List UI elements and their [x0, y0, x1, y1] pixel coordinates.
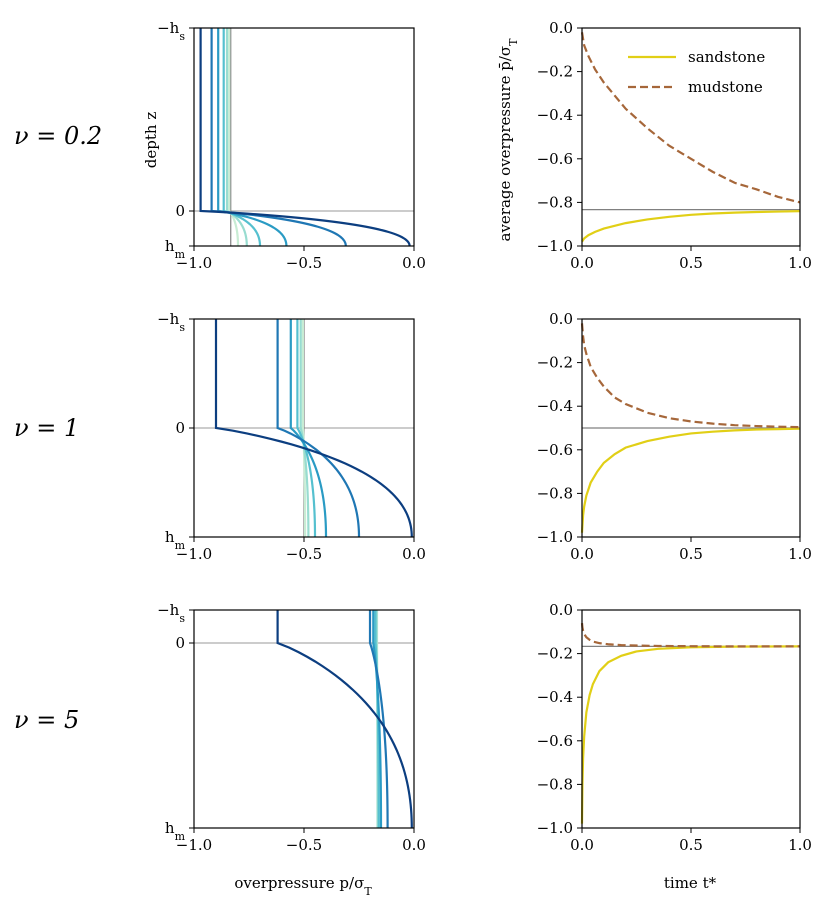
y-tick-label: −hs	[157, 310, 185, 334]
profile-panel-row-2: −1.0 −0.5 0.0 −hs 0 hm	[157, 310, 426, 563]
sandstone-average-line	[580, 427, 801, 533]
x-tick-label: −0.5	[286, 836, 322, 854]
y-tick-label: −hs	[157, 601, 185, 625]
x-tick-label: −1.0	[176, 254, 212, 272]
sandstone-average-line	[581, 210, 801, 243]
y-tick-label: −0.8	[537, 484, 573, 502]
profile-line-t3	[289, 319, 328, 538]
x-tick-label: 0.0	[570, 254, 594, 272]
average-overpressure-axis-label: average overpressure p̄/σT	[496, 38, 520, 242]
profile-line-t1	[199, 28, 411, 247]
y-tick-label: −0.6	[537, 732, 573, 750]
x-tick-label: −1.0	[176, 545, 212, 563]
y-tick-label: −0.4	[537, 106, 573, 124]
x-tick-label: −1.0	[176, 836, 212, 854]
x-tick-label: 0.0	[402, 545, 426, 563]
average-panel-row-3: 0.0 0.5 1.0 0.0 −0.2 −0.4 −0.6 −0.8 −1.0	[537, 601, 812, 854]
y-tick-label: −1.0	[537, 237, 573, 255]
row-3: −1.0 −0.5 0.0 −hs 0 hm 0.0 0.5 1.0 0.0 −0.2 −0.4 −0.…	[157, 601, 812, 854]
average-panel-row-1: 0.0 0.5 1.0 0.0 −0.2 −0.4 −0.6 −0.8 −1.0	[537, 19, 812, 272]
y-tick-label: −0.2	[537, 63, 573, 81]
x-tick-label: −0.5	[286, 254, 322, 272]
row-label-nu-1: ν = 1	[14, 414, 79, 442]
profile-line-t4	[222, 28, 262, 247]
row-2: −1.0 −0.5 0.0 −hs 0 hm 0.0 0.5 1.0 0.0 −0.2 −0.4 −0.…	[157, 310, 812, 563]
mudstone-average-line	[580, 622, 800, 648]
y-tick-label: 0	[175, 634, 185, 652]
x-tick-label: 0.5	[679, 545, 703, 563]
average-panel-row-2: 0.0 0.5 1.0 0.0 −0.2 −0.4 −0.6 −0.8 −1.0	[537, 310, 812, 563]
y-tick-label: hm	[165, 237, 186, 261]
legend-sandstone-label: sandstone	[688, 48, 765, 66]
panels: −1.0 −0.5 0.0 −hs 0 hm 0.0 0.5 1.0 0.0 −0.2 −0.4 −0.…	[157, 19, 812, 854]
overpressure-axis-label: overpressure p/σT	[234, 874, 372, 898]
y-tick-label: hm	[165, 819, 186, 843]
legend: sandstone mudstone	[628, 48, 765, 96]
time-axis-label: time t*	[664, 874, 717, 892]
y-tick-label: −0.2	[537, 354, 573, 372]
y-tick-label: −0.4	[537, 397, 573, 415]
legend-mudstone-label: mudstone	[688, 78, 763, 96]
x-tick-label: 0.0	[570, 836, 594, 854]
x-tick-label: 0.5	[679, 254, 703, 272]
y-tick-label: −0.6	[537, 441, 573, 459]
y-tick-label: −0.4	[537, 688, 573, 706]
x-tick-label: 0.0	[402, 836, 426, 854]
x-tick-label: 0.0	[402, 254, 426, 272]
profile-line-t1	[214, 319, 413, 538]
profile-line-t2	[368, 610, 389, 829]
y-tick-label: −0.8	[537, 775, 573, 793]
y-tick-label: 0.0	[549, 310, 573, 328]
y-tick-label: 0	[175, 419, 185, 437]
y-tick-label: −1.0	[537, 528, 573, 546]
y-tick-label: 0.0	[549, 19, 573, 37]
row-label-nu-0-2: ν = 0.2	[14, 122, 102, 150]
mudstone-average-line	[580, 323, 801, 429]
row-label-nu-5: ν = 5	[14, 706, 79, 734]
profile-line-t5	[225, 28, 248, 247]
x-tick-label: 1.0	[788, 836, 812, 854]
average-frame	[581, 609, 801, 829]
profile-panel-row-1: −1.0 −0.5 0.0 −hs 0 hm	[157, 19, 426, 272]
y-tick-label: 0.0	[549, 601, 573, 619]
y-tick-label: −0.6	[537, 150, 573, 168]
profile-panel-row-3: −1.0 −0.5 0.0 −hs 0 hm	[157, 601, 426, 854]
x-tick-label: 0.0	[570, 545, 594, 563]
y-tick-label: −0.2	[537, 645, 573, 663]
y-tick-label: −hs	[157, 19, 185, 43]
profile-line-t3	[217, 28, 288, 247]
y-tick-label: −1.0	[537, 819, 573, 837]
profile-line-t1	[276, 610, 413, 829]
x-tick-label: 1.0	[788, 254, 812, 272]
y-tick-label: hm	[165, 528, 186, 552]
x-tick-label: 1.0	[788, 545, 812, 563]
profile-line-t2	[276, 319, 361, 538]
x-tick-label: −0.5	[286, 545, 322, 563]
row-1: −1.0 −0.5 0.0 −hs 0 hm 0.0 0.5 1.0 0.0 −0.2 −0.4 −0.…	[157, 19, 812, 272]
profile-line-t6	[228, 28, 240, 247]
y-tick-label: 0	[175, 202, 185, 220]
profile-line-t2	[210, 28, 347, 247]
y-tick-label: −0.8	[537, 193, 573, 211]
depth-axis-label: depth z	[142, 112, 160, 169]
x-tick-label: 0.5	[679, 836, 703, 854]
mudstone-average-line	[580, 32, 801, 204]
sandstone-average-line	[580, 645, 801, 824]
